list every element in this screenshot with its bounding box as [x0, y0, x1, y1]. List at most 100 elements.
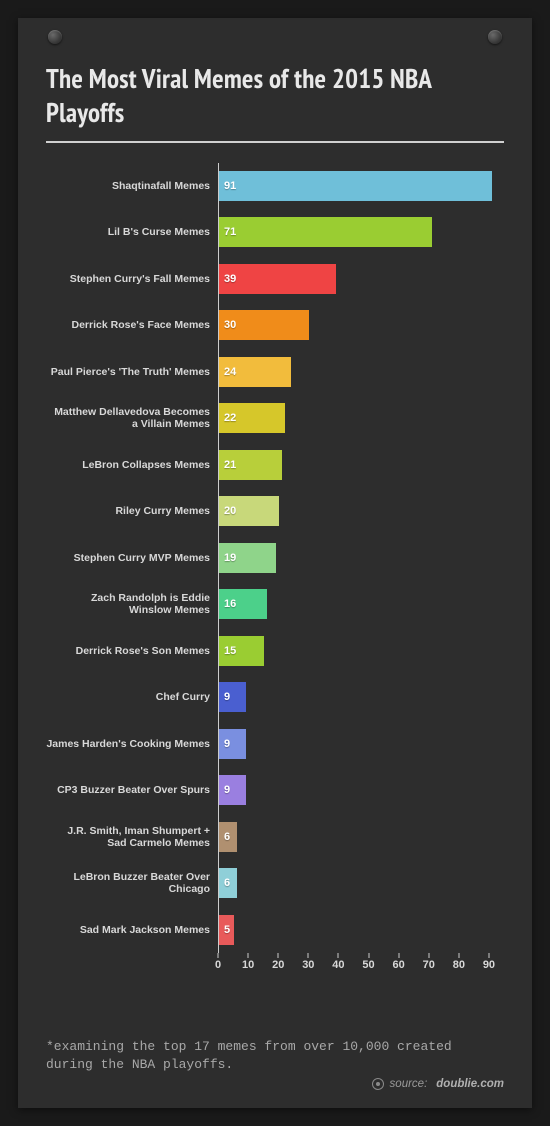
bar-label: J.R. Smith, Iman Shumpert + Sad Carmelo …: [46, 825, 218, 849]
tick-label: 20: [272, 959, 284, 971]
bar: 15: [219, 636, 264, 666]
tick-label: 50: [362, 959, 374, 971]
tick-label: 80: [453, 959, 465, 971]
bar: 6: [219, 822, 237, 852]
chart-row: Derrick Rose's Face Memes 30: [46, 302, 504, 349]
bar-label: Matthew Dellavedova Becomes a Villain Me…: [46, 406, 218, 430]
source-value: doublie.com: [436, 1078, 504, 1090]
tick-label: 30: [302, 959, 314, 971]
chart-row: LeBron Collapses Memes 21: [46, 442, 504, 489]
tick-label: 40: [332, 959, 344, 971]
bar-value: 39: [224, 273, 236, 285]
bar: 24: [219, 357, 291, 387]
chart-row: Chef Curry 9: [46, 674, 504, 721]
tick-label: 90: [483, 959, 495, 971]
chart-row: LeBron Buzzer Beater Over Chicago6: [46, 860, 504, 907]
tick-mark: [428, 953, 429, 958]
bar-value: 20: [224, 505, 236, 517]
bar: 30: [219, 310, 309, 340]
bar-track: 6: [218, 860, 504, 907]
bar: 5: [219, 915, 234, 945]
x-axis: 0102030405060708090: [218, 953, 504, 983]
bar-value: 21: [224, 459, 236, 471]
page-background: The Most Viral Memes of the 2015 NBA Pla…: [0, 0, 550, 1126]
chart-panel: The Most Viral Memes of the 2015 NBA Pla…: [18, 18, 532, 1108]
bar-track: 39: [218, 256, 504, 303]
bar-track: 20: [218, 488, 504, 535]
bar-chart: Shaqtinafall Memes 91 Lil B's Curse Memes 7…: [46, 163, 504, 1023]
tick-label: 70: [423, 959, 435, 971]
chart-row: CP3 Buzzer Beater Over Spurs9: [46, 767, 504, 814]
bar-value: 24: [224, 366, 236, 378]
chart-row: Lil B's Curse Memes 71: [46, 209, 504, 256]
target-icon: [372, 1078, 384, 1090]
bar: 9: [219, 729, 246, 759]
tick-mark: [278, 953, 279, 958]
bar-label: Zach Randolph is Eddie Winslow Memes: [46, 592, 218, 616]
tick-mark: [218, 953, 219, 958]
source-label: source:: [390, 1078, 428, 1090]
bar-track: 19: [218, 535, 504, 582]
tick-mark: [338, 953, 339, 958]
bar-track: 30: [218, 302, 504, 349]
chart-row: James Harden's Cooking Memes9: [46, 721, 504, 768]
chart-row: Stephen Curry's Fall Memes39: [46, 256, 504, 303]
bar-track: 21: [218, 442, 504, 489]
tick-mark: [308, 953, 309, 958]
tick-label: 10: [242, 959, 254, 971]
tick-mark: [458, 953, 459, 958]
bar-label: CP3 Buzzer Beater Over Spurs: [46, 784, 218, 796]
chart-row: Paul Pierce's 'The Truth' Memes 24: [46, 349, 504, 396]
chart-row: Derrick Rose's Son Memes 15: [46, 628, 504, 675]
bar-value: 22: [224, 412, 236, 424]
bar-value: 6: [224, 831, 230, 843]
bar-label: Stephen Curry MVP Memes: [46, 552, 218, 564]
bar-label: Paul Pierce's 'The Truth' Memes: [46, 366, 218, 378]
chart-row: J.R. Smith, Iman Shumpert + Sad Carmelo …: [46, 814, 504, 861]
tick-mark: [248, 953, 249, 958]
bar: 21: [219, 450, 282, 480]
tick-mark: [488, 953, 489, 958]
bar-value: 15: [224, 645, 236, 657]
bar-value: 71: [224, 226, 236, 238]
bar-track: 6: [218, 814, 504, 861]
chart-row: Riley Curry Memes 20: [46, 488, 504, 535]
bar: 91: [219, 171, 492, 201]
chart-row: Shaqtinafall Memes 91: [46, 163, 504, 210]
tick-label: 0: [215, 959, 221, 971]
bar: 71: [219, 217, 432, 247]
pin-icon: [488, 30, 502, 44]
bar-track: 22: [218, 395, 504, 442]
chart-row: Sad Mark Jackson Memes5: [46, 907, 504, 954]
tick-mark: [368, 953, 369, 958]
bar-track: 91: [218, 163, 504, 210]
bar-track: 71: [218, 209, 504, 256]
bar-label: Sad Mark Jackson Memes: [46, 924, 218, 936]
bar: 20: [219, 496, 279, 526]
bar-track: 16: [218, 581, 504, 628]
bar: 39: [219, 264, 336, 294]
chart-row: Zach Randolph is Eddie Winslow Memes 16: [46, 581, 504, 628]
bar-label: Shaqtinafall Memes: [46, 180, 218, 192]
bar-value: 9: [224, 691, 230, 703]
bar-value: 30: [224, 319, 236, 331]
source-attribution: source: doublie.com: [372, 1078, 504, 1090]
bar-label: Derrick Rose's Son Memes: [46, 645, 218, 657]
bar: 19: [219, 543, 276, 573]
bar-label: Riley Curry Memes: [46, 505, 218, 517]
pin-icon: [48, 30, 62, 44]
bar: 16: [219, 589, 267, 619]
bar-label: Chef Curry: [46, 691, 218, 703]
chart-row: Stephen Curry MVP Memes19: [46, 535, 504, 582]
bar: 9: [219, 775, 246, 805]
bar-label: Derrick Rose's Face Memes: [46, 319, 218, 331]
bar-track: 24: [218, 349, 504, 396]
bar-label: LeBron Collapses Memes: [46, 459, 218, 471]
bar-label: Lil B's Curse Memes: [46, 226, 218, 238]
bar-value: 6: [224, 877, 230, 889]
chart-title: The Most Viral Memes of the 2015 NBA Pla…: [46, 63, 504, 143]
bar-track: 9: [218, 674, 504, 721]
chart-footnote: *examining the top 17 memes from over 10…: [46, 1038, 504, 1076]
bar-value: 16: [224, 598, 236, 610]
bar-value: 91: [224, 180, 236, 192]
